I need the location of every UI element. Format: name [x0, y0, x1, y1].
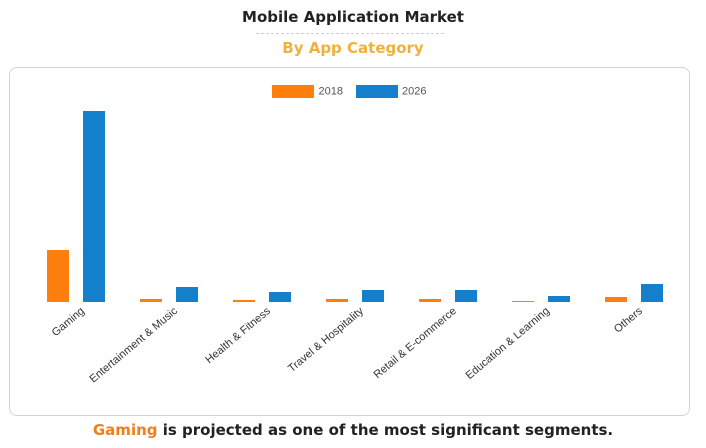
chart-title: Mobile Application Market	[242, 8, 464, 26]
category-label-5: Education & Learning	[464, 305, 552, 382]
bar-chart-plot: Gaming Entertainment & Music Health & Fitn…	[47, 111, 663, 386]
chart-legend: 2018 2026	[10, 85, 689, 98]
legend-item-2018[interactable]: 2018	[272, 85, 343, 98]
chart-card: 2018 2026 Gaming Entertainment & Music Hea…	[9, 67, 690, 416]
category-label-2: Health & Fitness	[203, 305, 273, 366]
category-label-1: Entertainment & Music	[87, 305, 180, 386]
legend-label-2018: 2018	[318, 85, 343, 98]
bar-2026-1[interactable]	[176, 287, 198, 302]
bar-2026-0[interactable]	[83, 111, 105, 302]
bar-2018-2[interactable]	[233, 300, 255, 302]
legend-swatch-2018	[272, 85, 315, 98]
category-label-3: Travel & Hospitality	[286, 305, 366, 375]
chart-subtitle: By App Category	[282, 39, 424, 57]
category-label-0: Gaming	[50, 305, 87, 339]
footer-text: is projected as one of the most signific…	[157, 421, 614, 439]
bar-2026-6[interactable]	[641, 284, 663, 302]
category-label-6: Others	[612, 305, 645, 336]
footer-note: Gaming is projected as one of the most s…	[0, 421, 706, 439]
bar-2018-0[interactable]	[47, 250, 69, 302]
bar-2026-3[interactable]	[362, 290, 384, 302]
footer-highlight: Gaming	[92, 421, 158, 439]
legend-item-2026[interactable]: 2026	[356, 85, 427, 98]
bar-2026-2[interactable]	[269, 292, 291, 302]
title-divider	[256, 33, 444, 34]
bar-2026-5[interactable]	[548, 296, 570, 302]
bar-2018-3[interactable]	[326, 299, 348, 302]
category-label-4: Retail & E-commerce	[372, 305, 459, 381]
legend-swatch-2026	[356, 85, 399, 98]
bar-2018-5[interactable]	[512, 301, 534, 302]
bar-2018-4[interactable]	[419, 299, 441, 302]
legend-label-2026: 2026	[402, 85, 427, 98]
bar-2026-4[interactable]	[455, 290, 477, 302]
bar-2018-1[interactable]	[140, 299, 162, 302]
bar-2018-6[interactable]	[605, 297, 627, 302]
